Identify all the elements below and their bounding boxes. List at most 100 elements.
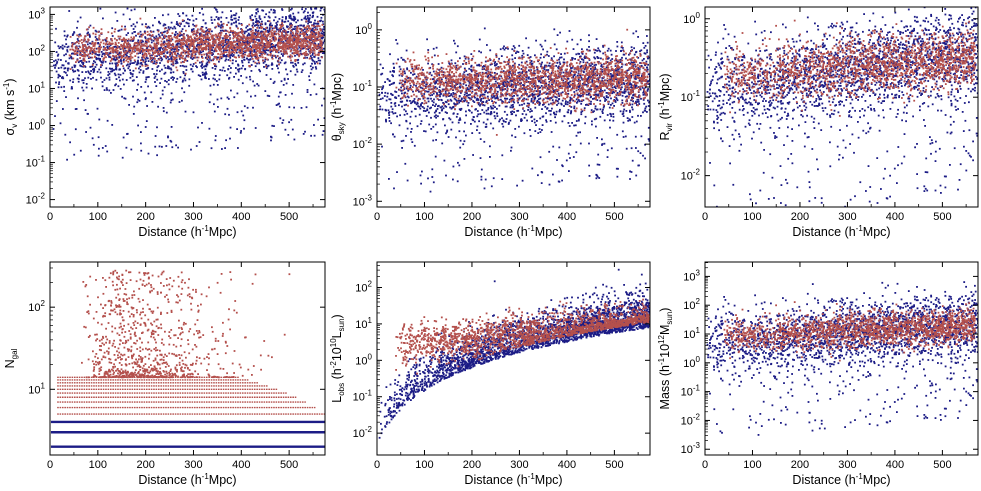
sigma_v-point-red <box>227 35 230 38</box>
sigma_v-point-blue <box>170 126 173 128</box>
sigma_v-point-red <box>127 38 130 41</box>
sigma_v-point-blue <box>106 46 109 48</box>
sigma_v-point-blue <box>141 56 143 59</box>
sigma_v-point-red <box>163 27 166 30</box>
sigma_v-point-red <box>306 37 309 39</box>
theta_sky-point-blue <box>493 72 496 74</box>
sigma_v-point-red <box>138 41 141 44</box>
sigma_v-point-red <box>267 34 269 36</box>
sigma_v-point-blue <box>222 49 225 52</box>
sigma_v-point-red <box>75 47 77 50</box>
sigma_v-point-blue <box>216 84 219 86</box>
sigma_v-point-red <box>232 37 235 40</box>
sigma_v-point-blue <box>253 49 256 51</box>
sigma_v-point-red <box>252 35 255 37</box>
sigma_v-point-red <box>167 28 170 31</box>
sigma_v-point-red <box>164 54 167 57</box>
sigma_v-point-blue <box>110 92 112 94</box>
sigma_v-point-red <box>193 30 196 33</box>
sigma_v-point-blue <box>321 104 323 107</box>
theta_sky-point-blue <box>604 100 606 102</box>
sigma_v-point-red <box>304 46 306 48</box>
sigma_v-point-blue <box>86 43 89 46</box>
sigma_v-point-blue <box>170 92 173 95</box>
sigma_v-point-blue <box>299 52 302 55</box>
sigma_v-point-red <box>310 51 313 53</box>
sigma_v-point-red <box>195 50 198 53</box>
theta_sky-point-blue <box>492 107 494 110</box>
sigma_v-point-red <box>302 45 305 48</box>
theta_sky-point-blue <box>470 70 473 73</box>
sigma_v-point-red <box>133 50 136 53</box>
theta_sky-point-blue <box>467 102 470 104</box>
sigma_v-point-red <box>233 32 236 34</box>
sigma_v-point-blue <box>124 25 126 28</box>
sigma_v-point-blue <box>237 34 240 37</box>
sigma_v-point-blue <box>78 74 80 77</box>
sigma_v-point-blue <box>279 61 282 64</box>
theta_sky-point-blue <box>492 127 495 130</box>
sigma_v-point-blue <box>225 17 228 19</box>
sigma_v-point-red <box>185 59 187 62</box>
sigma_v-point-red <box>316 48 319 50</box>
sigma_v-point-red <box>263 36 266 39</box>
sigma_v-point-blue <box>316 22 319 25</box>
sigma_v-point-red <box>235 56 237 59</box>
theta_sky-point-blue <box>511 58 514 61</box>
sigma_v-point-blue <box>268 24 271 27</box>
sigma_v-point-red <box>184 52 187 55</box>
sigma_v-point-red <box>303 57 305 59</box>
sigma_v-point-red <box>311 24 313 27</box>
sigma_v-point-red <box>269 35 272 38</box>
theta_sky-point-blue <box>508 98 511 101</box>
sigma_v-point-blue <box>92 143 95 146</box>
sigma_v-point-red <box>180 53 183 56</box>
sigma_v-point-blue <box>229 137 231 140</box>
sigma_v-point-red <box>269 30 272 33</box>
sigma_v-point-red <box>289 43 292 45</box>
sigma_v-point-red <box>257 50 259 52</box>
sigma_v-point-blue <box>176 61 178 63</box>
theta_sky-point-blue <box>634 63 636 66</box>
sigma_v-point-red <box>92 45 95 47</box>
sigma_v-point-blue <box>175 54 178 57</box>
sigma_v-point-blue <box>192 63 195 65</box>
sigma_v-point-red <box>207 28 210 31</box>
theta_sky-point-blue <box>590 100 592 103</box>
sigma_v-point-blue <box>131 79 134 82</box>
sigma_v-point-red <box>156 47 159 50</box>
sigma_v-point-blue <box>137 52 139 55</box>
sigma_v-point-blue <box>201 71 204 74</box>
sigma_v-point-blue <box>246 90 249 93</box>
sigma_v-point-red <box>229 47 232 49</box>
theta_sky-point-blue <box>405 87 408 90</box>
sigma_v-point-red <box>250 30 253 33</box>
sigma_v-point-red <box>314 34 316 37</box>
sigma_v-point-red <box>285 36 287 39</box>
sigma_v-point-blue <box>123 83 125 86</box>
theta_sky-point-blue <box>606 87 609 89</box>
sigma_v-point-red <box>159 53 162 56</box>
sigma_v-point-blue <box>124 69 126 72</box>
theta_sky-point-blue <box>477 101 480 104</box>
sigma_v-point-red <box>300 39 303 42</box>
sigma_v-point-red <box>105 42 108 45</box>
sigma_v-point-blue <box>69 141 71 144</box>
theta_sky-point-blue <box>563 61 566 64</box>
sigma_v-point-blue <box>82 62 85 64</box>
sigma_v-point-red <box>155 45 158 48</box>
theta_sky-point-blue <box>450 59 453 62</box>
sigma_v-point-red <box>253 54 256 56</box>
sigma_v-point-red <box>178 55 181 58</box>
sigma_v-point-blue <box>110 70 112 73</box>
sigma_v-point-red <box>286 41 288 43</box>
theta_sky-point-blue <box>491 96 494 99</box>
theta_sky-point-blue <box>381 72 384 75</box>
sigma_v-point-red <box>93 47 96 50</box>
theta_sky-point-blue <box>509 106 512 109</box>
sigma_v-point-red <box>142 49 145 52</box>
sigma_v-point-blue <box>229 126 232 129</box>
theta_sky-point-blue <box>435 114 437 117</box>
sigma_v-point-blue <box>202 34 205 37</box>
sigma_v-point-red <box>241 28 243 31</box>
